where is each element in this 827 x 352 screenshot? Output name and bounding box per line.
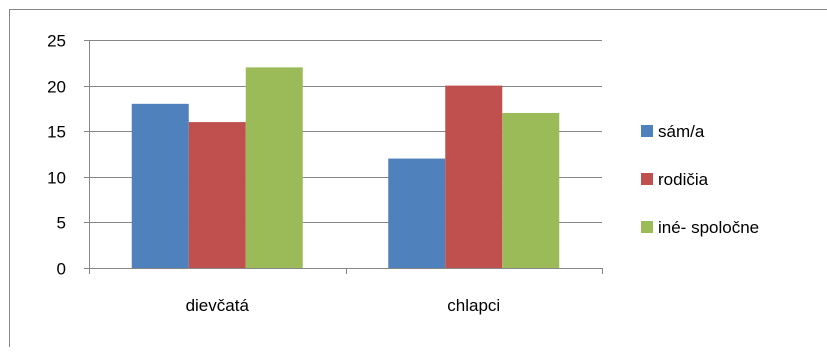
legend-label: rodičia: [658, 170, 709, 189]
bars: [132, 67, 560, 268]
category-labels: dievčatá chlapci: [186, 296, 501, 315]
bar-2-2: [445, 86, 502, 268]
legend-swatch: [641, 221, 653, 233]
y-tick-label: 10: [47, 169, 66, 188]
y-tick-label: 5: [57, 214, 66, 233]
legend-label: iné- spoločne: [658, 218, 759, 237]
bar-2-1: [189, 122, 246, 268]
legend-swatch: [641, 125, 653, 137]
y-tick-label: 25: [47, 32, 66, 51]
bar-1-2: [388, 159, 445, 268]
bar-3-1: [246, 67, 303, 268]
category-label: chlapci: [447, 296, 500, 315]
category-label: dievčatá: [186, 296, 250, 315]
y-tick-label: 15: [47, 123, 66, 142]
y-tick-label: 20: [47, 78, 66, 97]
legend-label: sám/a: [658, 122, 705, 141]
y-tick-labels: 0 5 10 15 20 25: [47, 32, 66, 279]
bar-1-1: [132, 104, 189, 268]
legend: sám/a rodičia iné- spoločne: [641, 122, 759, 237]
y-tick-label: 0: [57, 260, 66, 279]
bar-3-2: [502, 113, 559, 268]
legend-swatch: [641, 173, 653, 185]
